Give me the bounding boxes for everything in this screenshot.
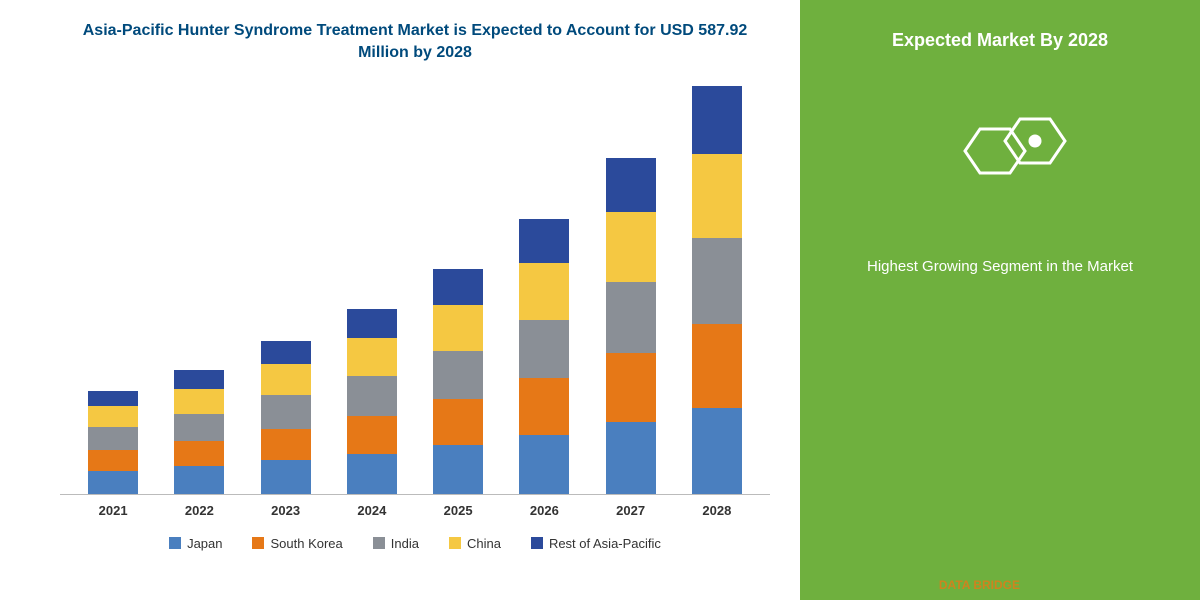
bar-group xyxy=(596,158,666,494)
bar-segment xyxy=(88,450,138,471)
bar-segment xyxy=(433,305,483,351)
bar-segment xyxy=(692,86,742,153)
bar-segment xyxy=(347,454,397,494)
x-tick-label: 2027 xyxy=(596,503,666,518)
x-tick-label: 2025 xyxy=(423,503,493,518)
bar-segment xyxy=(88,406,138,427)
bar-segment xyxy=(692,154,742,238)
side-panel-title: Expected Market By 2028 xyxy=(892,30,1108,51)
bar-group xyxy=(164,370,234,494)
bar-stack xyxy=(261,341,311,494)
bar-segment xyxy=(174,466,224,493)
bar-segment xyxy=(519,320,569,379)
bar-group xyxy=(337,309,407,494)
bar-stack xyxy=(174,370,224,494)
legend-swatch xyxy=(531,537,543,549)
bar-segment xyxy=(433,399,483,445)
bar-segment xyxy=(606,212,656,281)
bar-segment xyxy=(88,471,138,494)
legend-item: Japan xyxy=(169,536,222,551)
x-axis-labels: 2021 2022 2023 2024 2025 2026 2027 2028 xyxy=(60,495,770,518)
legend-label: Rest of Asia-Pacific xyxy=(549,536,661,551)
bar-segment xyxy=(261,341,311,364)
bar-segment xyxy=(519,435,569,494)
bar-group xyxy=(682,86,752,493)
bar-segment xyxy=(692,238,742,324)
side-panel: Expected Market By 2028 Highest Growing … xyxy=(800,0,1200,600)
x-tick-label: 2023 xyxy=(251,503,321,518)
legend-label: China xyxy=(467,536,501,551)
bar-segment xyxy=(174,441,224,466)
bar-segment xyxy=(519,219,569,263)
bar-segment xyxy=(606,353,656,422)
x-tick-label: 2028 xyxy=(682,503,752,518)
legend-label: South Korea xyxy=(270,536,342,551)
bar-stack xyxy=(606,158,656,494)
legend-swatch xyxy=(373,537,385,549)
bar-segment xyxy=(433,351,483,399)
bar-segment xyxy=(519,378,569,435)
stacked-bar-chart xyxy=(60,75,770,495)
bar-segment xyxy=(692,408,742,494)
bar-segment xyxy=(692,324,742,408)
bar-stack xyxy=(692,86,742,493)
bar-segment xyxy=(347,338,397,376)
bar-segment xyxy=(174,370,224,389)
bar-segment xyxy=(606,422,656,493)
legend-label: Japan xyxy=(187,536,222,551)
watermark-logo: DATA BRIDGE xyxy=(939,578,1020,592)
bar-stack xyxy=(433,269,483,494)
legend-swatch xyxy=(252,537,264,549)
bar-segment xyxy=(88,427,138,450)
side-panel-caption: Highest Growing Segment in the Market xyxy=(867,256,1133,279)
legend-item: China xyxy=(449,536,501,551)
bar-segment xyxy=(606,282,656,353)
bar-group xyxy=(78,391,148,494)
bar-segment xyxy=(347,309,397,338)
legend-item: Rest of Asia-Pacific xyxy=(531,536,661,551)
bar-stack xyxy=(88,391,138,494)
chart-legend: Japan South Korea India China Rest of Asia-P… xyxy=(60,536,770,551)
bar-segment xyxy=(261,364,311,396)
legend-swatch xyxy=(169,537,181,549)
bar-segment xyxy=(174,414,224,441)
legend-item: South Korea xyxy=(252,536,342,551)
hexagon-molecule-icon xyxy=(930,101,1070,226)
x-tick-label: 2024 xyxy=(337,503,407,518)
chart-panel: Asia-Pacific Hunter Syndrome Treatment M… xyxy=(0,0,800,600)
bar-segment xyxy=(433,269,483,305)
bar-segment xyxy=(261,460,311,494)
bar-group xyxy=(251,341,321,494)
bar-segment xyxy=(88,391,138,406)
bar-segment xyxy=(261,429,311,461)
bar-segment xyxy=(261,395,311,429)
bar-segment xyxy=(347,376,397,416)
bar-stack xyxy=(519,219,569,494)
bar-group xyxy=(423,269,493,494)
bar-segment xyxy=(519,263,569,320)
legend-label: India xyxy=(391,536,419,551)
bar-segment xyxy=(174,389,224,414)
bar-segment xyxy=(606,158,656,213)
bar-segment xyxy=(347,416,397,454)
chart-title: Asia-Pacific Hunter Syndrome Treatment M… xyxy=(60,20,770,65)
legend-swatch xyxy=(449,537,461,549)
main-container: Asia-Pacific Hunter Syndrome Treatment M… xyxy=(0,0,1200,600)
legend-item: India xyxy=(373,536,419,551)
x-tick-label: 2022 xyxy=(164,503,234,518)
bar-segment xyxy=(433,445,483,493)
bar-stack xyxy=(347,309,397,494)
x-tick-label: 2021 xyxy=(78,503,148,518)
bar-group xyxy=(509,219,579,494)
x-tick-label: 2026 xyxy=(509,503,579,518)
